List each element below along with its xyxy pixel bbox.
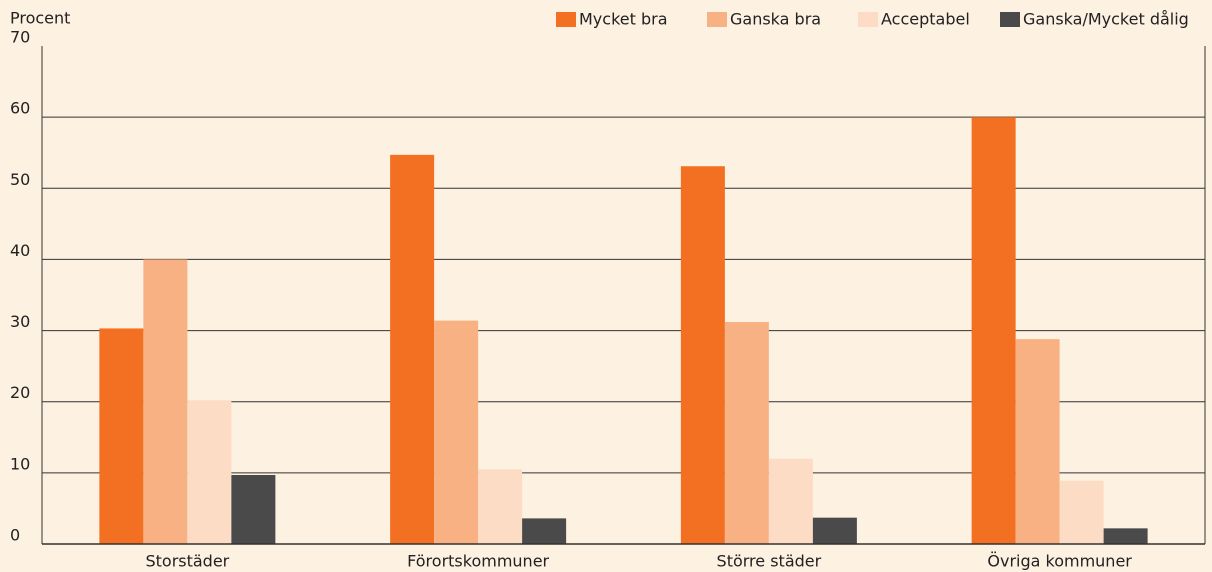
y-tick-label: 60: [10, 99, 30, 118]
legend-swatch: [1000, 12, 1020, 27]
bar: [768, 458, 813, 544]
y-tick-label: 50: [10, 170, 30, 189]
y-axis-label: Procent: [10, 9, 70, 28]
legend-label: Ganska bra: [730, 10, 821, 29]
bar: [143, 259, 188, 544]
bar: [478, 469, 523, 544]
bar: [812, 517, 857, 544]
bar: [390, 154, 435, 544]
legend-swatch: [707, 12, 727, 27]
y-tick-label: 20: [10, 383, 30, 402]
legend-swatch: [556, 12, 576, 27]
bar: [99, 328, 144, 544]
x-tick-label: Övriga kommuner: [987, 552, 1132, 571]
bar: [434, 320, 479, 544]
bar: [1015, 339, 1060, 544]
y-tick-label: 0: [10, 526, 20, 545]
y-tick-label: 30: [10, 312, 30, 331]
bar: [724, 322, 769, 544]
bar: [231, 474, 276, 544]
x-tick-label: Större städer: [717, 552, 822, 571]
y-tick-label: 70: [10, 28, 30, 47]
bar: [1103, 528, 1148, 544]
x-tick-label: Förortskommuner: [407, 552, 549, 571]
legend-label: Ganska/Mycket dålig: [1023, 10, 1189, 29]
legend-label: Acceptabel: [881, 10, 970, 29]
legend-swatch: [858, 12, 878, 27]
y-tick-label: 40: [10, 241, 30, 260]
x-tick-label: Storstäder: [145, 552, 229, 571]
bar: [187, 400, 232, 544]
bar: [522, 518, 567, 544]
bar: [971, 117, 1016, 545]
legend-label: Mycket bra: [579, 10, 668, 29]
bar: [1059, 480, 1104, 544]
bar: [680, 166, 725, 544]
y-tick-label: 10: [10, 454, 30, 473]
